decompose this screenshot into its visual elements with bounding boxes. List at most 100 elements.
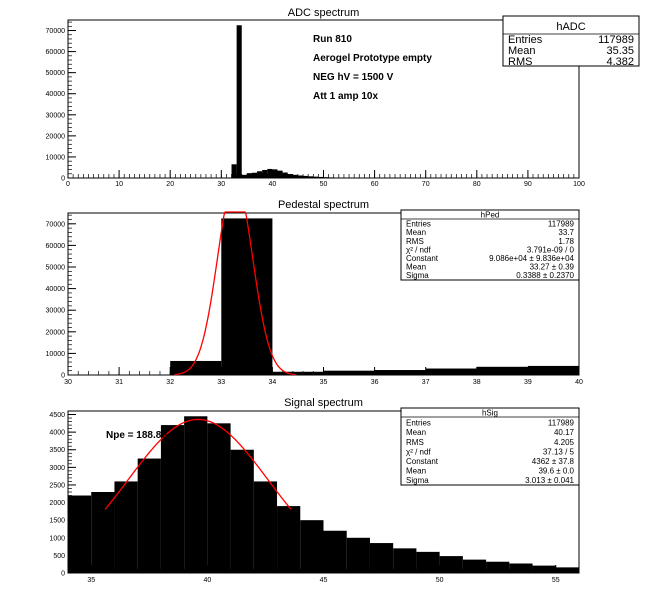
stats-label: RMS: [508, 56, 532, 68]
histogram-bin: [246, 173, 252, 178]
x-tick-label: 38: [473, 379, 481, 386]
y-tick-label: 0: [61, 176, 65, 183]
stats-box-title: hSig: [482, 409, 498, 418]
stats-value: 37.13 / 5: [543, 447, 575, 456]
x-tick-label: 30: [217, 181, 225, 188]
x-tick-label: 80: [473, 181, 481, 188]
x-tick-label: 33: [217, 379, 225, 386]
stats-box-title: hPed: [481, 211, 500, 220]
stats-value: 35.35: [606, 45, 634, 57]
histogram-bin: [257, 171, 263, 178]
stats-box-title: hADC: [556, 21, 585, 33]
histogram-bin: [416, 551, 440, 573]
histogram-bins: [170, 218, 579, 375]
histogram-bin: [555, 567, 579, 573]
x-tick-label: 39: [524, 379, 532, 386]
histogram-bin: [160, 425, 185, 573]
y-tick-label: 20000: [46, 133, 66, 140]
histogram-bin: [509, 563, 533, 573]
y-tick-label: 4500: [49, 412, 65, 419]
histogram-bin: [323, 370, 375, 375]
stats-label: Sigma: [406, 476, 429, 485]
stats-value: 39.6 ± 0.0: [538, 467, 574, 476]
histogram-bin: [303, 175, 309, 178]
stats-label: Constant: [406, 254, 439, 263]
y-tick-label: 10000: [46, 351, 66, 358]
stats-value: 33.7: [558, 228, 574, 237]
x-tick-label: 40: [203, 577, 211, 584]
histogram-bin: [251, 172, 258, 178]
panel-title: ADC spectrum: [288, 7, 360, 19]
stats-label: Constant: [406, 457, 439, 466]
stats-label: Mean: [508, 45, 536, 57]
stats-label: Entries: [406, 419, 431, 428]
stats-value: 3.791e-09 / 0: [527, 245, 575, 254]
stats-label: Mean: [406, 467, 426, 476]
stats-value: 1.78: [558, 237, 574, 246]
stats-value: 117989: [548, 419, 575, 428]
histogram-bin: [230, 449, 254, 573]
y-tick-label: 10000: [46, 154, 66, 161]
stats-box: hPed Entries 117989 Mean 33.7 RMS 1.78 χ² / ndf…: [400, 209, 580, 281]
stats-label: χ² / ndf: [406, 447, 431, 456]
stats-box-frame: [400, 407, 580, 486]
y-tick-label: 2000: [49, 500, 65, 507]
plot-annotation: Npe = 188.80: [106, 430, 167, 441]
gaussian-fit-curve: [174, 211, 296, 376]
panel-title: Signal spectrum: [284, 397, 363, 409]
histogram-bin: [374, 370, 426, 375]
histogram-bin: [207, 423, 231, 573]
stats-value: 0.3388 ± 0.2370: [516, 271, 574, 280]
histogram-bins: [231, 25, 375, 179]
x-tick-label: 40: [575, 379, 583, 386]
stats-label: Entries: [406, 220, 431, 229]
x-tick-label: 32: [166, 379, 174, 386]
plot-annotation: Att 1 amp 10x: [313, 91, 378, 102]
x-tick-label: 100: [573, 181, 585, 188]
y-tick-label: 20000: [46, 329, 66, 336]
histogram-bin: [300, 520, 324, 573]
plot-annotation: Run 810: [313, 34, 352, 45]
y-tick-label: 1000: [49, 535, 65, 542]
stats-value: 4.382: [606, 56, 634, 68]
y-tick-label: 3500: [49, 447, 65, 454]
stats-label: RMS: [406, 438, 424, 447]
y-tick-label: 500: [53, 553, 65, 560]
histogram-bin: [308, 176, 314, 178]
x-tick-label: 55: [552, 577, 560, 584]
x-tick-label: 20: [166, 181, 174, 188]
y-tick-label: 70000: [46, 28, 66, 35]
y-tick-label: 60000: [46, 243, 66, 250]
y-tick-label: 40000: [46, 91, 66, 98]
x-tick-label: 35: [87, 577, 95, 584]
stats-label: Mean: [406, 428, 426, 437]
y-tick-label: 40000: [46, 286, 66, 293]
histogram-bin: [277, 506, 301, 573]
histogram-bin: [318, 176, 324, 178]
histogram-bins: [68, 416, 579, 573]
histogram-bin: [393, 548, 417, 573]
y-tick-label: 4000: [49, 430, 65, 437]
histogram-bin: [292, 174, 298, 178]
histogram-bin: [313, 176, 319, 178]
histogram-bin: [91, 492, 115, 573]
y-tick-label: 50000: [46, 265, 66, 272]
x-tick-label: 90: [524, 181, 532, 188]
x-tick-label: 30: [64, 379, 72, 386]
x-tick-label: 37: [422, 379, 430, 386]
histogram-bin: [486, 561, 510, 573]
x-tick-label: 35: [320, 379, 328, 386]
x-tick-label: 70: [422, 181, 430, 188]
histogram-bin: [476, 366, 528, 375]
histogram-bin: [328, 177, 334, 178]
y-tick-label: 30000: [46, 308, 66, 315]
y-tick-label: 30000: [46, 112, 66, 119]
stats-label: Mean: [406, 263, 426, 272]
stats-value: 40.17: [554, 428, 575, 437]
histogram-bin: [253, 481, 278, 573]
plot-annotation: NEG hV = 1500 V: [313, 72, 394, 83]
y-tick-label: 70000: [46, 221, 66, 228]
panel-title: Pedestal spectrum: [278, 199, 369, 211]
x-tick-label: 45: [320, 577, 328, 584]
